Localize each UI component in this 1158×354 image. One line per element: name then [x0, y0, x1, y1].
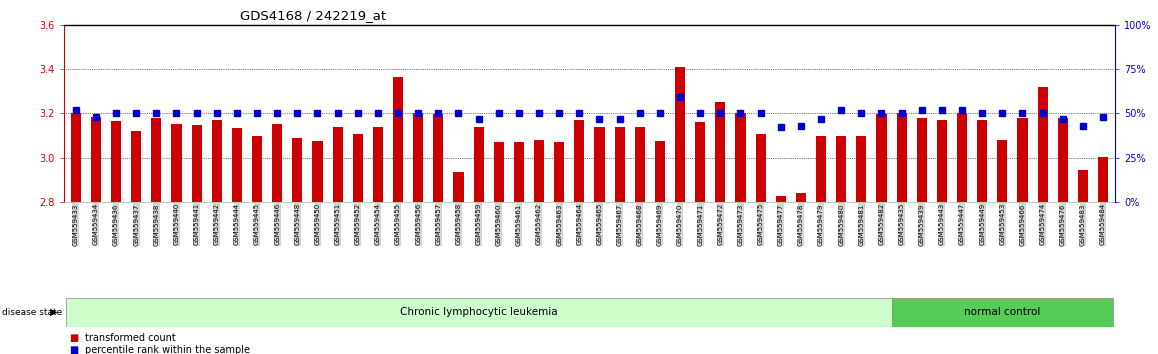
Bar: [232, 128, 242, 202]
Bar: [856, 136, 866, 202]
Text: ▶: ▶: [51, 307, 58, 317]
Bar: [534, 140, 544, 202]
Bar: [1098, 157, 1108, 202]
Text: normal control: normal control: [965, 307, 1041, 318]
Bar: [917, 118, 926, 202]
Bar: [152, 118, 161, 202]
Text: percentile rank within the sample: percentile rank within the sample: [85, 346, 249, 354]
Bar: [796, 193, 806, 202]
Bar: [433, 114, 444, 202]
Text: Chronic lymphocytic leukemia: Chronic lymphocytic leukemia: [400, 307, 557, 318]
Bar: [957, 113, 967, 202]
Bar: [313, 141, 323, 202]
FancyBboxPatch shape: [66, 298, 892, 327]
Bar: [493, 142, 504, 202]
Bar: [836, 136, 846, 202]
Bar: [555, 142, 564, 202]
Bar: [735, 113, 746, 202]
Bar: [292, 138, 302, 202]
Text: GDS4168 / 242219_at: GDS4168 / 242219_at: [240, 9, 386, 22]
Bar: [171, 124, 182, 202]
Bar: [615, 127, 624, 202]
Bar: [1038, 87, 1048, 202]
Bar: [1018, 118, 1027, 202]
Bar: [997, 140, 1007, 202]
Bar: [332, 127, 343, 202]
Bar: [252, 136, 262, 202]
Bar: [655, 141, 665, 202]
Bar: [1057, 118, 1068, 202]
Bar: [191, 125, 201, 202]
Text: disease state: disease state: [2, 308, 63, 317]
Bar: [90, 116, 101, 202]
Text: ■: ■: [69, 333, 79, 343]
Bar: [1078, 170, 1089, 202]
Bar: [111, 121, 122, 202]
Bar: [877, 114, 887, 202]
Bar: [454, 172, 463, 202]
FancyBboxPatch shape: [892, 298, 1113, 327]
Bar: [474, 126, 484, 202]
Bar: [272, 124, 283, 202]
Bar: [776, 195, 786, 202]
Bar: [695, 122, 705, 202]
Bar: [816, 136, 826, 202]
Bar: [635, 126, 645, 202]
Bar: [574, 120, 585, 202]
Bar: [977, 120, 988, 202]
Text: transformed count: transformed count: [85, 333, 175, 343]
Bar: [212, 120, 222, 202]
Bar: [131, 131, 141, 202]
Bar: [514, 142, 523, 202]
Bar: [353, 133, 362, 202]
Bar: [756, 133, 765, 202]
Bar: [594, 126, 604, 202]
Bar: [716, 102, 725, 202]
Bar: [413, 113, 423, 202]
Bar: [373, 127, 383, 202]
Bar: [937, 120, 947, 202]
Bar: [675, 67, 686, 202]
Bar: [896, 113, 907, 202]
Text: ■: ■: [69, 346, 79, 354]
Bar: [393, 78, 403, 202]
Bar: [71, 113, 81, 202]
